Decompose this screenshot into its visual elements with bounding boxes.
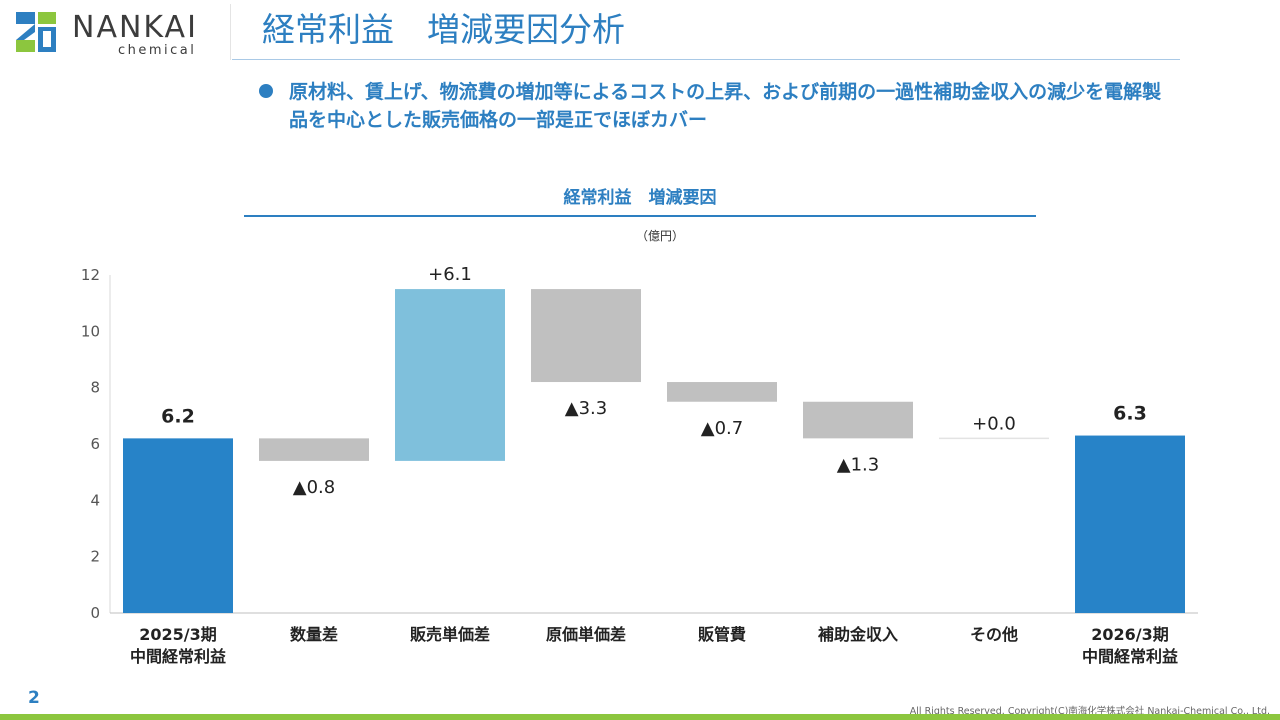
- page-number: 2: [28, 688, 40, 708]
- bar-value-label: +0.0: [972, 413, 1016, 434]
- bar-value-label: 6.2: [161, 405, 195, 427]
- title-underline: [232, 59, 1180, 60]
- x-category-label: 補助金収入: [817, 625, 898, 644]
- bar-value-label: ▲3.3: [565, 398, 607, 419]
- y-tick-label: 8: [90, 379, 100, 397]
- chart-title-rule: [244, 215, 1036, 217]
- unit-label: （億円）: [635, 229, 684, 243]
- summary-text: 原材料、賃上げ、物流費の増加等によるコストの上昇、および前期の一過性補助金収入の…: [289, 81, 1162, 131]
- y-tick-label: 12: [81, 266, 100, 284]
- x-category-label: 2025/3期: [139, 625, 217, 644]
- bar-value-label: ▲0.7: [701, 418, 743, 439]
- x-category-label: 2026/3期: [1091, 625, 1169, 644]
- y-tick-label: 4: [90, 491, 100, 509]
- header-divider: [230, 4, 231, 60]
- waterfall-bar: [803, 401, 913, 439]
- page-title: 経常利益 増減要因分析: [262, 10, 625, 49]
- summary-bullet: 原材料、賃上げ、物流費の増加等によるコストの上昇、および前期の一過性補助金収入の…: [259, 78, 1179, 134]
- waterfall-bar: [395, 289, 505, 461]
- bullet-dot-icon: [259, 84, 273, 98]
- copyright-text: All Rights Reserved. Copyright(C)南海化学株式会…: [909, 706, 1270, 717]
- x-category-label: その他: [970, 625, 1018, 644]
- x-category-label: 販売単価差: [410, 625, 490, 644]
- bar-value-label: ▲0.8: [293, 477, 335, 498]
- logo-subtitle: chemical: [118, 43, 197, 58]
- bar-value-label: ▲1.3: [837, 454, 879, 475]
- y-tick-label: 10: [81, 322, 100, 340]
- x-category-label: 中間経常利益: [130, 647, 226, 666]
- x-category-label: 販管費: [698, 625, 746, 644]
- chart-title: 経常利益 増減要因: [563, 188, 717, 208]
- waterfall-bar: [259, 438, 369, 461]
- waterfall-bar: [667, 382, 777, 402]
- bottom-band: [0, 714, 1280, 720]
- bar-value-label: 6.3: [1113, 403, 1147, 425]
- x-category-label: 原価単価差: [546, 625, 626, 644]
- y-tick-label: 0: [90, 604, 100, 622]
- waterfall-chart: 0246810126.22025/3期中間経常利益▲0.8数量差+6.1販売単価…: [81, 264, 1198, 666]
- waterfall-bar: [123, 438, 233, 613]
- x-category-label: 中間経常利益: [1082, 647, 1178, 666]
- logo-mark-icon: [16, 12, 56, 52]
- y-tick-label: 6: [90, 435, 100, 453]
- bar-value-label: +6.1: [428, 264, 472, 285]
- company-logo: NANKAI chemical: [14, 10, 224, 58]
- waterfall-bar: [531, 289, 641, 383]
- y-tick-label: 2: [90, 548, 100, 566]
- waterfall-bar: [1075, 435, 1185, 613]
- logo-name: NANKAI: [72, 10, 198, 45]
- x-category-label: 数量差: [290, 625, 338, 644]
